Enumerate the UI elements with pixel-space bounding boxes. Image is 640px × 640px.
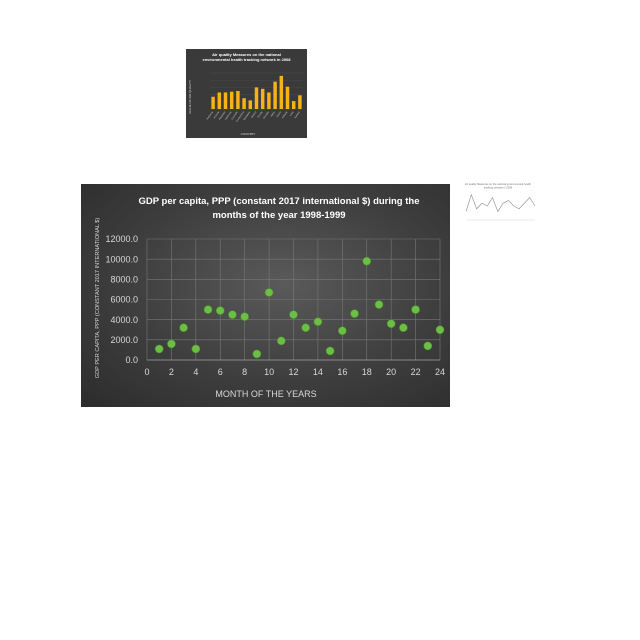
data-point[interactable]: [154, 344, 164, 354]
data-point[interactable]: [276, 336, 286, 346]
thumbnail-bar: [229, 91, 234, 109]
thumbnail-bar-category-label: Iowa: [289, 110, 295, 116]
data-point[interactable]: [228, 310, 237, 319]
thumbnail-bar: [242, 98, 246, 109]
thumbnail-bar: [267, 92, 271, 109]
data-point[interactable]: [399, 323, 408, 333]
x-tick-label: 20: [386, 367, 396, 377]
thumbnail-line-svg: Air quality Measures on the national env…: [465, 182, 536, 221]
thumbnail-bar-chart[interactable]: Air quality Measures on the national env…: [186, 49, 307, 138]
scatter-chart-svg: GDP per capita, PPP (constant 2017 inter…: [95, 196, 445, 399]
thumbnail-bar: [260, 88, 265, 109]
x-tick-label: 0: [144, 367, 149, 377]
thumbnail-line-title-1: Air quality Measures on the national env…: [465, 182, 532, 186]
thumbnail-bar: [273, 81, 277, 109]
thumbnail-bar: [298, 95, 302, 109]
y-tick-label: 6000.0: [110, 295, 138, 305]
thumbnail-bar-ylabel: VALUE OF AIR QUALITY: [188, 80, 192, 114]
x-tick-label: 2: [169, 367, 174, 377]
thumbnail-bar: [285, 86, 290, 109]
data-point[interactable]: [301, 323, 311, 333]
thumbnail-bar: [254, 87, 259, 109]
data-point[interactable]: [423, 341, 433, 351]
thumbnail-bar-category-label: California: [224, 110, 233, 121]
thumbnail-bar-category-label: Georgia: [262, 110, 270, 119]
x-tick-label: 12: [288, 367, 298, 377]
chart-title-line-2: months of the year 1998-1999: [212, 210, 345, 221]
x-tick-label: 24: [435, 367, 445, 377]
x-axis-title: MONTH OF THE YEARS: [215, 389, 316, 399]
y-axis-title: GDP PER CAPITA, PPP (CONSTANT 2017 INTER…: [95, 218, 101, 379]
thumbnail-bar: [236, 91, 240, 109]
data-point[interactable]: [386, 319, 396, 328]
y-tick-label: 0.0: [125, 355, 138, 365]
data-point[interactable]: [240, 312, 249, 321]
x-tick-label: 10: [264, 367, 274, 377]
y-tick-label: 2000.0: [110, 335, 138, 345]
thumbnail-bar: [217, 92, 222, 109]
thumbnail-bar-title-1: Air quality Measures on the national: [212, 52, 281, 57]
data-point[interactable]: [215, 306, 225, 315]
thumbnail-bar: [211, 96, 215, 109]
x-tick-label: 22: [411, 367, 421, 377]
x-tick-label: 18: [362, 367, 372, 377]
data-point[interactable]: [167, 339, 176, 349]
thumbnail-bar-category-label: Idaho: [270, 110, 276, 117]
x-tick-label: 4: [193, 367, 198, 377]
thumbnail-bar-category-label: Indiana: [281, 110, 288, 119]
data-point[interactable]: [411, 305, 420, 314]
data-point[interactable]: [362, 256, 372, 266]
data-point[interactable]: [289, 310, 298, 319]
x-tick-label: 6: [218, 367, 223, 377]
data-point[interactable]: [338, 326, 347, 336]
thumbnail-bar-category-label: District: [251, 111, 258, 119]
thumbnail-bar: [248, 100, 253, 109]
thumbnail-bar-category-label: Arizona: [213, 110, 220, 119]
thumbnail-bar-xlabel: COUNTRY: [241, 132, 256, 136]
data-point[interactable]: [350, 309, 359, 318]
data-point[interactable]: [264, 288, 274, 297]
thumbnail-bar-category-label: Illinois: [276, 110, 283, 118]
x-tick-label: 14: [313, 367, 323, 377]
data-point[interactable]: [374, 300, 384, 309]
data-point[interactable]: [435, 325, 445, 335]
thumbnail-line-title-2: tracking network in 2008: [484, 186, 513, 190]
data-point[interactable]: [313, 317, 323, 326]
thumbnail-bar-category-label: Kansas: [294, 110, 301, 119]
chart-title-line-1: GDP per capita, PPP (constant 2017 inter…: [138, 196, 419, 207]
data-point[interactable]: [325, 346, 335, 356]
y-tick-label: 4000.0: [110, 315, 138, 325]
thumbnail-bar: [223, 92, 228, 109]
thumbnail-bar-svg: Air quality Measures on the national env…: [188, 52, 303, 136]
thumbnail-bar-category-label: Arkansas: [218, 110, 227, 121]
gdp-scatter-chart[interactable]: GDP per capita, PPP (constant 2017 inter…: [81, 184, 450, 407]
thumbnail-bar-category-label: Delaware: [243, 110, 252, 121]
thumbnail-line-chart[interactable]: Air quality Measures on the national env…: [458, 180, 538, 233]
y-tick-label: 10000.0: [105, 254, 138, 264]
y-tick-label: 12000.0: [105, 234, 138, 244]
data-point[interactable]: [203, 305, 213, 314]
thumbnail-bar-category-label: Colorado: [231, 110, 239, 120]
data-point[interactable]: [191, 344, 201, 354]
y-tick-label: 8000.0: [110, 275, 138, 285]
data-point[interactable]: [179, 323, 188, 333]
thumbnail-bar: [279, 75, 284, 109]
thumbnail-line-series: [465, 193, 536, 213]
thumbnail-bar: [291, 101, 296, 109]
thumbnail-bar-title-2: environmental health tracking network in…: [202, 57, 291, 62]
thumbnail-bar-category-label: Florida: [257, 110, 264, 118]
thumbnail-bar-category-label: Connecticut: [235, 111, 245, 123]
x-tick-label: 16: [337, 367, 347, 377]
thumbnail-bar-category-label: Alabama: [206, 110, 214, 120]
data-point[interactable]: [252, 349, 262, 359]
x-tick-label: 8: [242, 367, 247, 377]
